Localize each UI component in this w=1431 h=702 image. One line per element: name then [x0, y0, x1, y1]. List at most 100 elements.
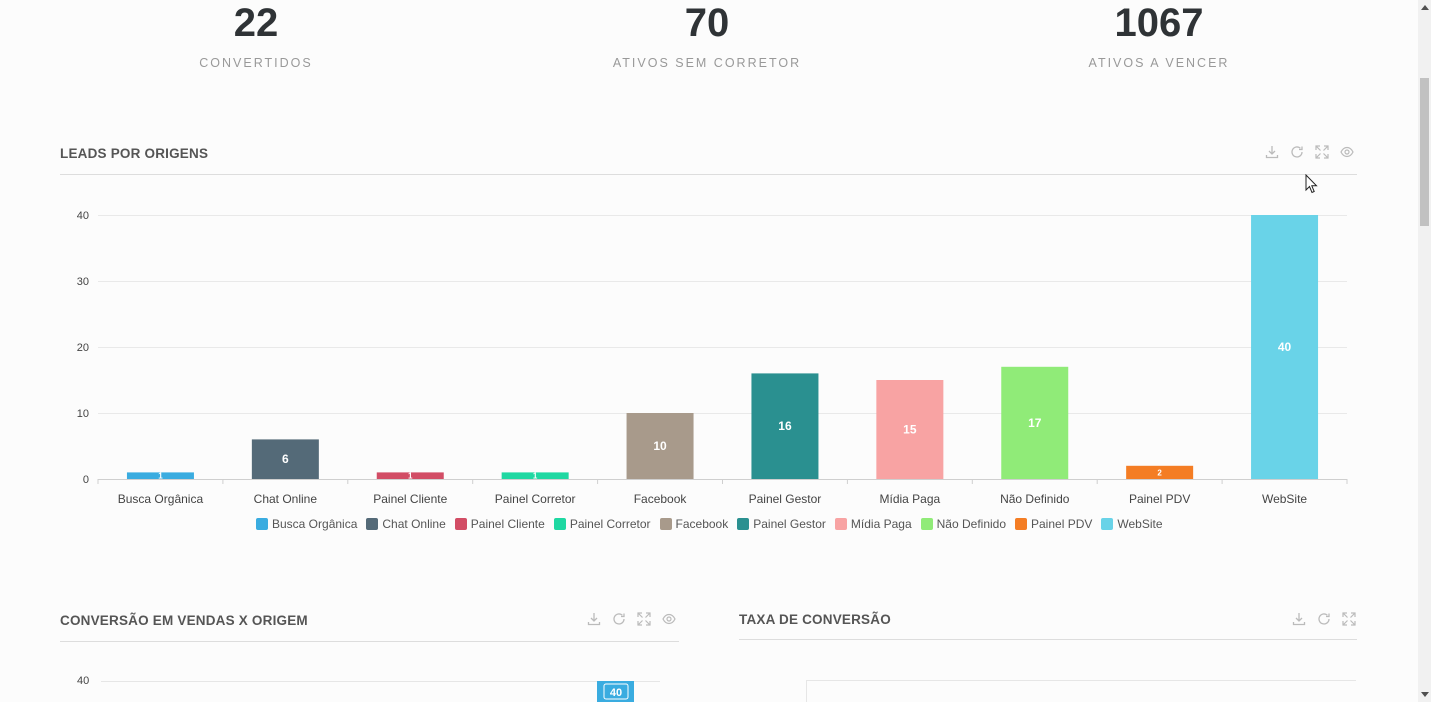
scroll-up-icon[interactable]	[1421, 5, 1429, 10]
legend-item[interactable]: Facebook	[659, 517, 729, 531]
refresh-icon[interactable]	[1315, 610, 1332, 627]
stat-value: 70	[684, 1, 730, 45]
y-tick-label: 30	[77, 276, 89, 288]
bar-data-label: 16	[778, 419, 792, 433]
conversao-panel-toolbar	[585, 610, 677, 627]
download-icon[interactable]	[1263, 143, 1280, 160]
bar	[751, 373, 819, 479]
stats-row: 22 CONVERTIDOS 70 ATIVOS SEM CORRETOR 10…	[0, 0, 1418, 80]
scrollbar-thumb[interactable]	[1420, 78, 1429, 226]
legend-label: Painel Corretor	[569, 517, 651, 531]
conversao-panel-divider	[60, 641, 679, 642]
y-tick-label: 10	[77, 408, 89, 420]
stat-label: CONVERTIDOS	[199, 56, 313, 70]
bar	[1251, 215, 1319, 479]
legend-label: Facebook	[675, 517, 729, 531]
expand-icon[interactable]	[1313, 143, 1330, 160]
leads-panel-title: LEADS POR ORIGENS	[60, 146, 209, 161]
x-tick-label: Mídia Paga	[879, 492, 940, 506]
legend-item[interactable]: Mídia Paga	[834, 517, 912, 531]
x-tick-label: Chat Online	[254, 492, 318, 506]
bar-data-label: 6	[282, 452, 289, 466]
x-tick-label: Painel PDV	[1129, 492, 1190, 506]
legend-label: Não Definido	[936, 517, 1006, 531]
download-icon[interactable]	[585, 610, 602, 627]
legend-label: Painel Gestor	[753, 517, 826, 531]
leads-panel-divider	[60, 174, 1357, 175]
legend-item[interactable]: Busca Orgânica	[256, 517, 357, 531]
stat-ativos-a-vencer: 1067 ATIVOS A VENCER	[1029, 0, 1289, 70]
y-tick-label: 0	[83, 474, 89, 486]
bar-data-label: 10	[653, 439, 667, 453]
x-tick-label: Busca Orgânica	[118, 492, 204, 506]
legend-swatch	[737, 518, 750, 530]
legend-label: Busca Orgânica	[272, 517, 358, 531]
taxa-panel-toolbar	[1290, 610, 1357, 627]
expand-icon[interactable]	[635, 610, 652, 627]
eye-icon[interactable]	[1338, 143, 1355, 160]
eye-icon[interactable]	[660, 610, 677, 627]
legend-label: Painel PDV	[1031, 517, 1093, 531]
download-icon[interactable]	[1290, 610, 1307, 627]
legend-label: Chat Online	[382, 517, 446, 531]
legend-label: Mídia Paga	[850, 517, 912, 531]
stat-label: ATIVOS SEM CORRETOR	[612, 56, 802, 70]
expand-icon[interactable]	[1340, 610, 1357, 627]
taxa-chart-area	[806, 680, 1356, 702]
legend-item[interactable]: Painel Gestor	[737, 517, 826, 531]
refresh-icon[interactable]	[1288, 143, 1305, 160]
legend-swatch	[256, 518, 268, 530]
taxa-panel-title: TAXA DE CONVERSÃO	[739, 612, 891, 627]
conversao-bar-label-box	[603, 683, 629, 700]
y-tick-label: 20	[77, 342, 89, 354]
vertical-scrollbar[interactable]	[1418, 0, 1431, 702]
mouse-cursor-icon	[1305, 174, 1318, 194]
bar	[1001, 366, 1069, 479]
legend-item[interactable]: Painel PDV	[1015, 517, 1092, 531]
legend-item[interactable]: Painel Cliente	[454, 517, 545, 531]
bar	[876, 380, 944, 479]
leads-panel-toolbar	[1263, 143, 1355, 160]
bar-data-label: 1	[533, 472, 538, 481]
taxa-panel-divider	[739, 639, 1357, 640]
conversao-bar-label: 40	[610, 687, 622, 699]
x-tick-label: Painel Corretor	[495, 492, 576, 506]
conversao-bar	[597, 681, 634, 702]
x-tick-label: Não Definido	[1000, 492, 1070, 506]
bar	[626, 413, 694, 479]
legend-swatch	[553, 518, 566, 530]
x-tick-label: Painel Cliente	[373, 492, 447, 506]
stat-ativos-sem-corretor: 70 ATIVOS SEM CORRETOR	[577, 0, 837, 70]
conversao-chart: 40 40	[77, 675, 660, 702]
bar-data-label: 17	[1028, 416, 1042, 430]
legend-item[interactable]: Não Definido	[920, 517, 1006, 531]
x-tick-label: WebSite	[1262, 492, 1307, 506]
stat-convertidos: 22 CONVERTIDOS	[126, 0, 386, 70]
leads-chart: 0 10 20 30 40 Busca Orgânica 1 Chat Online 6 Pain…	[77, 210, 1348, 506]
leads-chart-legend: Busca Orgânica Chat Online Painel Cliente P…	[256, 517, 1172, 531]
scroll-down-icon[interactable]	[1421, 692, 1429, 697]
legend-swatch	[659, 518, 672, 530]
legend-label: Painel Cliente	[470, 517, 545, 531]
bar-data-label: 2	[1157, 468, 1162, 477]
bar	[376, 472, 444, 479]
bar	[126, 472, 194, 479]
legend-swatch	[834, 518, 847, 530]
bar	[1126, 465, 1194, 479]
stat-value: 1067	[1114, 1, 1204, 45]
bar-data-label: 15	[903, 423, 917, 437]
bar-data-label: 40	[1278, 340, 1292, 354]
conversao-panel-title: CONVERSÃO EM VENDAS X ORIGEM	[60, 613, 308, 628]
x-tick-label: Painel Gestor	[749, 492, 822, 506]
legend-swatch	[920, 518, 933, 530]
stat-value: 22	[233, 1, 279, 45]
x-tick-label: Facebook	[634, 492, 688, 506]
legend-item[interactable]: WebSite	[1101, 517, 1163, 531]
bar	[251, 439, 319, 479]
refresh-icon[interactable]	[610, 610, 627, 627]
legend-item[interactable]: Chat Online	[366, 517, 446, 531]
legend-item[interactable]: Painel Corretor	[553, 517, 651, 531]
legend-label: WebSite	[1117, 517, 1163, 531]
y-tick-label: 40	[77, 210, 89, 222]
